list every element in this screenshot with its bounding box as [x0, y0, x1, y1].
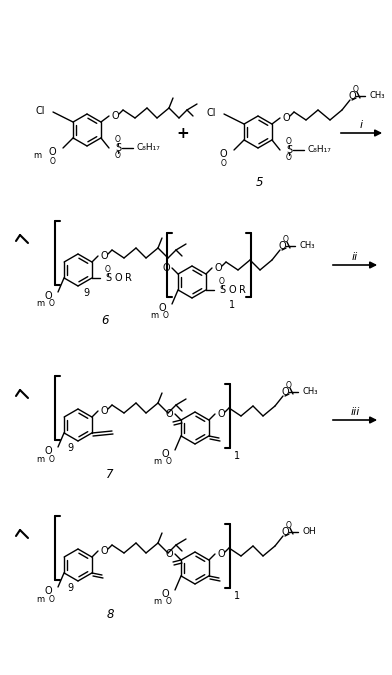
Text: O: O: [165, 549, 173, 559]
Text: O: O: [161, 449, 169, 459]
Text: +: +: [177, 126, 189, 140]
Text: O: O: [219, 277, 225, 286]
Text: O: O: [214, 263, 222, 273]
Text: Cl: Cl: [36, 106, 45, 116]
Text: O: O: [281, 387, 289, 397]
Text: 1: 1: [229, 300, 235, 310]
Text: O: O: [348, 91, 356, 101]
Text: CH₃: CH₃: [370, 92, 385, 101]
Text: OH: OH: [303, 527, 317, 537]
Text: O: O: [100, 251, 108, 261]
Text: C₈H₁₇: C₈H₁₇: [307, 146, 331, 155]
Text: m: m: [36, 595, 44, 603]
Text: O: O: [162, 263, 170, 273]
Text: m: m: [33, 151, 41, 159]
Text: R: R: [239, 285, 245, 295]
Text: O: O: [353, 86, 359, 94]
Text: m: m: [36, 300, 44, 308]
Text: 9: 9: [83, 288, 89, 298]
Text: O: O: [165, 409, 173, 419]
Text: 8: 8: [106, 608, 114, 622]
Text: ii: ii: [352, 252, 358, 262]
Text: O: O: [115, 136, 121, 144]
Text: 1: 1: [234, 591, 240, 601]
Text: O: O: [217, 549, 225, 559]
Text: m: m: [153, 458, 161, 466]
Text: O: O: [105, 265, 111, 275]
Text: 7: 7: [106, 468, 114, 481]
Text: 9: 9: [67, 583, 73, 593]
Text: O: O: [166, 597, 172, 607]
Text: O: O: [158, 303, 166, 313]
Text: 6: 6: [101, 313, 109, 327]
Text: O: O: [100, 406, 108, 416]
Text: Cl: Cl: [207, 108, 216, 118]
Text: O: O: [283, 236, 289, 244]
Text: m: m: [153, 597, 161, 607]
Text: O: O: [49, 300, 55, 308]
Text: S: S: [219, 285, 225, 295]
Text: m: m: [150, 311, 158, 321]
Text: O: O: [281, 527, 289, 537]
Text: O: O: [44, 291, 52, 301]
Text: 5: 5: [256, 176, 264, 188]
Text: O: O: [44, 586, 52, 596]
Text: O: O: [48, 147, 56, 157]
Text: R: R: [125, 273, 131, 283]
Text: O: O: [286, 138, 292, 146]
Text: O: O: [228, 285, 236, 295]
Text: CH₃: CH₃: [303, 387, 318, 396]
Text: O: O: [49, 595, 55, 603]
Text: O: O: [278, 241, 286, 251]
Text: O: O: [44, 446, 52, 456]
Text: O: O: [50, 157, 56, 167]
Text: O: O: [221, 159, 227, 169]
Text: O: O: [282, 113, 290, 123]
Text: iii: iii: [350, 407, 360, 417]
Text: i: i: [360, 120, 363, 130]
Text: O: O: [219, 149, 227, 159]
Text: S: S: [286, 145, 292, 155]
Text: O: O: [286, 381, 292, 391]
Text: S: S: [105, 273, 111, 283]
Text: O: O: [286, 522, 292, 531]
Text: m: m: [36, 454, 44, 464]
Text: O: O: [114, 273, 122, 283]
Text: O: O: [286, 153, 292, 163]
Text: O: O: [49, 454, 55, 464]
Text: CH₃: CH₃: [300, 242, 316, 250]
Text: O: O: [111, 111, 119, 121]
Text: S: S: [115, 143, 121, 153]
Text: O: O: [163, 311, 169, 321]
Text: O: O: [115, 151, 121, 161]
Text: O: O: [166, 458, 172, 466]
Text: C₈H₁₇: C₈H₁₇: [136, 144, 160, 153]
Text: O: O: [100, 546, 108, 556]
Text: 9: 9: [67, 443, 73, 453]
Text: O: O: [161, 589, 169, 599]
Text: O: O: [217, 409, 225, 419]
Text: 1: 1: [234, 451, 240, 461]
